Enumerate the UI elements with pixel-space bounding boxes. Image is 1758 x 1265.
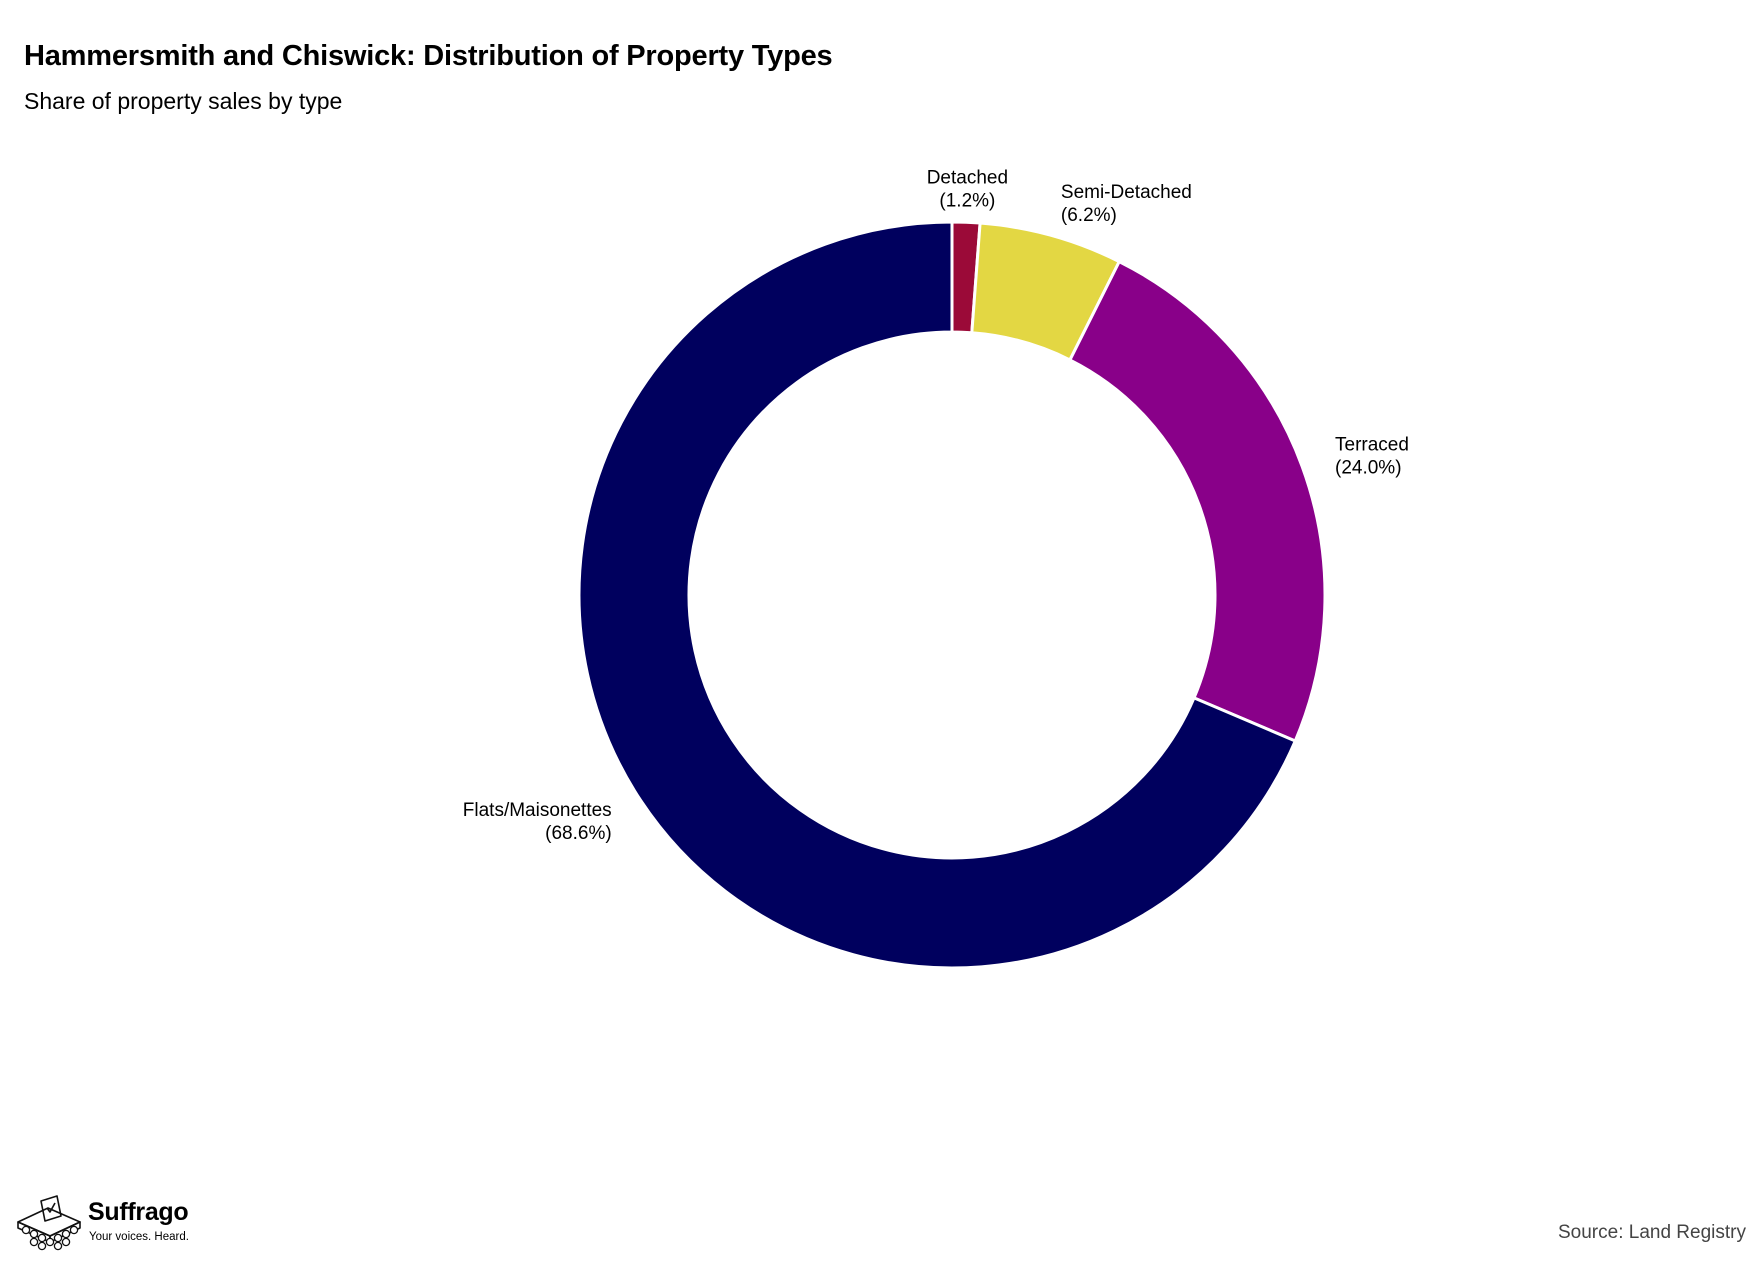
slice-terraced	[1067, 259, 1327, 743]
slice-label-name: Terraced	[1335, 434, 1409, 455]
slice-label-value: (24.0%)	[1335, 457, 1402, 478]
brand-logo: Suffrago Your voices. Heard.	[14, 1192, 204, 1252]
source-note: Source: Land Registry	[1558, 1222, 1746, 1243]
ballot-box-icon	[17, 1195, 81, 1251]
chart-title: Hammersmith and Chiswick: Distribution o…	[24, 40, 833, 72]
slice-label-value: (68.6%)	[545, 823, 612, 844]
chart-subtitle: Share of property sales by type	[24, 88, 343, 114]
slice-label-name: Flats/Maisonettes	[463, 800, 612, 821]
slice-label-detached: Detached (1.2%)	[927, 167, 1008, 211]
slice-label-value: (1.2%)	[939, 190, 995, 211]
slice-label-semi-detached: Semi-Detached (6.2%)	[1061, 182, 1192, 226]
brand-tagline: Your voices. Heard.	[89, 1231, 189, 1243]
slice-label-flats-maisonettes: Flats/Maisonettes (68.6%)	[463, 800, 612, 844]
slice-flats-maisonettes	[577, 220, 1298, 970]
donut-slices	[577, 220, 1327, 970]
slice-label-name: Detached	[927, 167, 1008, 188]
brand-name: Suffrago	[88, 1198, 189, 1226]
slice-label-value: (6.2%)	[1061, 205, 1117, 226]
donut-labels: Detached (1.2%) Semi-Detached (6.2%) Terrace…	[463, 167, 1409, 844]
slice-label-terraced: Terraced (24.0%)	[1335, 434, 1409, 478]
slice-label-name: Semi-Detached	[1061, 182, 1192, 203]
